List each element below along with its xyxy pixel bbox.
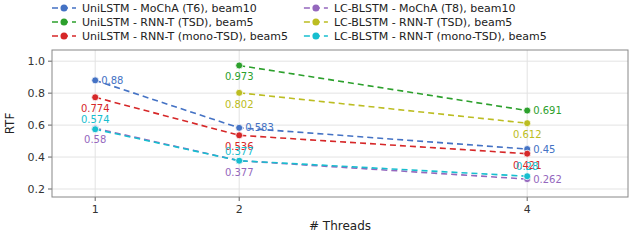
- y-tick: [48, 157, 52, 158]
- legend-marker: [312, 19, 319, 26]
- point: [236, 132, 243, 139]
- plot-area: [52, 50, 628, 197]
- y-tick-label: 0.8: [28, 87, 46, 100]
- x-tick: [239, 197, 240, 201]
- legend-label: UniLSTM - RNN-T (mono-TSD), beam5: [82, 30, 288, 43]
- point: [236, 62, 243, 69]
- legend: UniLSTM - MoChA (T6), beam10 LC-BLSTM - M…: [52, 2, 547, 43]
- y-tick-label: 0.2: [28, 183, 46, 196]
- series-line: [95, 97, 527, 153]
- data-label: 0.612: [513, 129, 542, 140]
- point: [236, 89, 243, 96]
- chart: 0.20.40.60.81.0124# ThreadsRTF0.880.5830…: [0, 0, 640, 235]
- data-label: 0.973: [225, 71, 254, 82]
- point: [92, 77, 99, 84]
- y-tick: [48, 125, 52, 126]
- y-tick-label: 1.0: [28, 55, 46, 68]
- data-label: 0.45: [533, 144, 555, 155]
- axes: 0.2 0.4 0.6 0.8 1.0 1 2 4: [28, 50, 629, 216]
- data-label: 0.377: [225, 167, 254, 178]
- x-tick-label: 1: [92, 203, 99, 216]
- data-label: 0.574: [81, 114, 110, 125]
- x-axis-label: # Threads: [309, 219, 371, 233]
- series-line: [95, 128, 527, 179]
- y-tick: [48, 61, 52, 62]
- y-grid-line: [52, 93, 628, 94]
- legend-marker: [312, 5, 319, 12]
- legend-marker: [61, 19, 68, 26]
- y-grid-line: [52, 125, 628, 126]
- legend-marker: [61, 5, 68, 12]
- legend-label: UniLSTM - MoChA (T6), beam10: [82, 2, 257, 15]
- point: [92, 126, 99, 133]
- y-grid-line: [52, 189, 628, 190]
- legend-marker: [312, 33, 319, 40]
- grid: [52, 50, 628, 197]
- legend-item: LC-BLSTM - RNN-T (mono-TSD), beam5: [304, 30, 547, 43]
- series-group: [92, 62, 531, 183]
- point: [524, 173, 531, 180]
- y-tick-label: 0.6: [28, 119, 46, 132]
- x-tick-label: 2: [236, 203, 243, 216]
- y-axis-label: RTF: [3, 113, 17, 135]
- data-label: 0.28: [516, 161, 538, 172]
- legend-item: UniLSTM - RNN-T (TSD), beam5: [52, 16, 254, 29]
- legend-label: LC-BLSTM - RNN-T (TSD), beam5: [334, 16, 512, 29]
- legend-item: UniLSTM - RNN-T (mono-TSD), beam5: [52, 30, 288, 43]
- point: [524, 120, 531, 127]
- point: [524, 107, 531, 114]
- data-labels: 0.88 0.583 0.45 0.58 0.377 0.262 0.973 0.691 0.8…: [81, 71, 562, 184]
- y-grid-line: [52, 61, 628, 62]
- data-label: 0.262: [533, 174, 562, 185]
- legend-marker: [61, 33, 68, 40]
- point: [236, 157, 243, 164]
- x-tick: [95, 197, 96, 201]
- legend-item: LC-BLSTM - RNN-T (TSD), beam5: [304, 16, 512, 29]
- data-label: 0.583: [245, 122, 274, 133]
- series-line: [95, 129, 527, 176]
- x-tick: [527, 197, 528, 201]
- data-label: 0.691: [533, 105, 562, 116]
- series-line: [95, 80, 527, 149]
- data-label: 0.377: [225, 146, 254, 157]
- data-label: 0.802: [225, 99, 254, 110]
- x-tick-label: 4: [524, 203, 531, 216]
- data-label: 0.58: [84, 134, 106, 145]
- plot-frame: [52, 50, 628, 197]
- series-line: [239, 65, 527, 110]
- point: [236, 124, 243, 131]
- data-label: 0.88: [101, 75, 123, 86]
- legend-label: UniLSTM - RNN-T (TSD), beam5: [82, 16, 254, 29]
- y-tick: [48, 189, 52, 190]
- legend-label: LC-BLSTM - RNN-T (mono-TSD), beam5: [334, 30, 547, 43]
- point: [92, 94, 99, 101]
- y-tick-label: 0.4: [28, 151, 46, 164]
- y-grid-line: [52, 157, 628, 158]
- legend-label: LC-BLSTM - MoChA (T8), beam10: [334, 2, 516, 15]
- legend-item: LC-BLSTM - MoChA (T8), beam10: [304, 2, 516, 15]
- y-tick: [48, 93, 52, 94]
- point: [92, 125, 99, 132]
- point: [524, 150, 531, 157]
- point: [236, 157, 243, 164]
- series-line: [239, 93, 527, 123]
- legend-item: UniLSTM - MoChA (T6), beam10: [52, 2, 257, 15]
- data-label: 0.774: [81, 103, 110, 114]
